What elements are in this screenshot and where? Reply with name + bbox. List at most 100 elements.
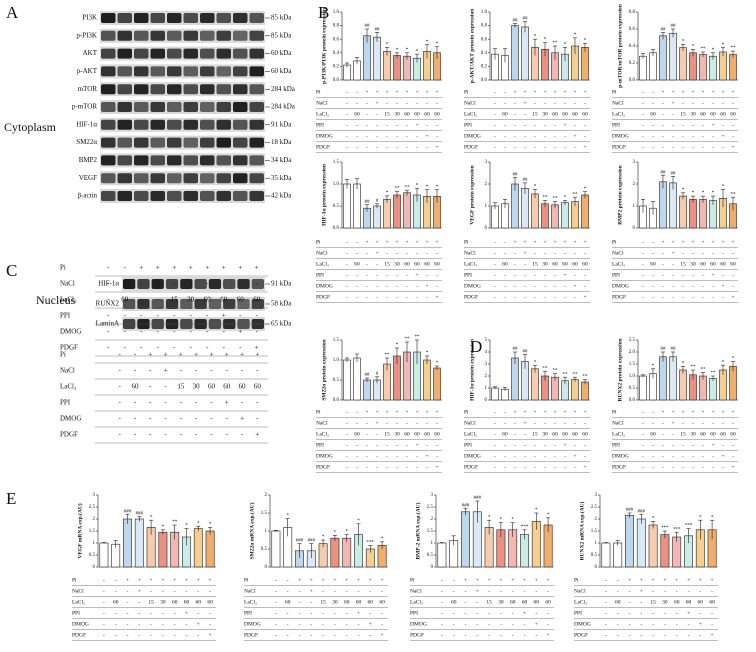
- significance: *: [500, 518, 503, 523]
- condition-label: NaCl: [60, 280, 75, 288]
- bar: [343, 64, 351, 81]
- condition-cell: -: [436, 250, 438, 256]
- condition-cell: -: [124, 280, 127, 288]
- condition-cell: +: [255, 264, 259, 272]
- condition-cell: -: [712, 453, 714, 459]
- blot-band: [200, 137, 215, 148]
- condition-cell: -: [554, 442, 556, 448]
- condition-cell: -: [416, 133, 418, 139]
- condition-cell: -: [652, 133, 654, 139]
- blot-band: [200, 155, 215, 166]
- y-axis-label: HIF-1α protein expression: [321, 164, 327, 226]
- condition-cell: -: [426, 464, 428, 470]
- condition-cell: +: [189, 264, 193, 272]
- condition-cell: +: [573, 409, 576, 415]
- condition-cell: -: [416, 464, 418, 470]
- condition-cell: -: [140, 344, 143, 352]
- condition-label: DMOG: [316, 133, 333, 139]
- condition-label: NaCl: [612, 100, 624, 106]
- condition-cell: -: [711, 588, 713, 594]
- condition-cell: -: [514, 261, 516, 267]
- condition-cell: -: [358, 588, 360, 594]
- condition-cell: -: [223, 280, 226, 288]
- bar: [521, 26, 529, 81]
- bar: [669, 356, 677, 401]
- significance: *: [682, 188, 685, 193]
- condition-cell: 60: [572, 431, 578, 437]
- condition-cell: 60: [237, 296, 245, 304]
- condition-cell: -: [465, 599, 467, 605]
- blot-band: [200, 102, 215, 112]
- condition-cell: +: [225, 399, 229, 407]
- significance: #: [376, 372, 379, 377]
- condition-cell: -: [162, 610, 164, 616]
- condition-cell: -: [488, 632, 490, 638]
- significance: *: [436, 42, 439, 47]
- condition-cell: 30: [498, 599, 504, 605]
- condition-cell: -: [346, 250, 348, 256]
- y-tick-label: 3: [485, 362, 488, 367]
- bar: [363, 379, 371, 401]
- condition-cell: -: [134, 415, 137, 423]
- condition-cell: -: [239, 280, 242, 288]
- condition-cell: -: [376, 272, 378, 278]
- size-label: 60 kDa: [271, 49, 292, 57]
- condition-cell: -: [564, 250, 566, 256]
- y-tick-label: 0: [595, 565, 598, 570]
- condition-cell: -: [688, 632, 690, 638]
- y-tick-label: 1.0: [333, 182, 340, 187]
- condition-cell: -: [652, 122, 654, 128]
- blot-band: [233, 137, 248, 148]
- condition-cell: -: [662, 272, 664, 278]
- condition-cell: -: [118, 367, 121, 375]
- condition-cell: +: [731, 144, 734, 150]
- condition-cell: -: [346, 283, 348, 289]
- bar: [613, 542, 623, 568]
- condition-cell: -: [652, 610, 654, 616]
- condition-cell: -: [494, 89, 496, 95]
- condition-cell: -: [275, 632, 277, 638]
- condition-cell: -: [157, 296, 160, 304]
- condition-cell: -: [275, 588, 277, 594]
- y-tick-label: 1.5: [427, 529, 434, 534]
- condition-cell: -: [416, 144, 418, 150]
- condition-cell: -: [699, 632, 701, 638]
- condition-cell: +: [164, 351, 168, 359]
- condition-cell: -: [692, 453, 694, 459]
- significance: **: [573, 372, 579, 377]
- condition-cell: 60: [582, 431, 588, 437]
- condition-cell: 60: [502, 261, 508, 267]
- condition-cell: -: [127, 610, 129, 616]
- significance: **: [583, 375, 589, 380]
- condition-cell: +: [553, 89, 556, 95]
- condition-cell: -: [617, 610, 619, 616]
- blot-band: [167, 191, 182, 201]
- condition-cell: -: [164, 431, 167, 439]
- condition-cell: 15: [680, 261, 686, 267]
- condition-cell: +: [675, 577, 678, 583]
- condition-label: PPI: [316, 122, 324, 128]
- protein-label: VEGF: [79, 174, 97, 182]
- condition-cell: -: [534, 453, 536, 459]
- condition-cell: -: [465, 588, 467, 594]
- condition-cell: -: [118, 383, 121, 391]
- y-tick-label: 0.0: [333, 398, 340, 403]
- condition-label: DMOG: [316, 453, 333, 459]
- condition-cell: -: [356, 442, 358, 448]
- condition-cell: -: [640, 610, 642, 616]
- condition-cell: -: [544, 133, 546, 139]
- blot-band: [183, 191, 198, 201]
- blot-band: [200, 173, 215, 184]
- y-tick-label: 1.0: [333, 10, 340, 15]
- condition-cell: +: [711, 409, 714, 415]
- condition-cell: +: [425, 89, 428, 95]
- condition-cell: -: [544, 283, 546, 289]
- condition-cell: 30: [394, 431, 400, 437]
- condition-cell: -: [652, 621, 654, 627]
- condition-cell: +: [699, 621, 702, 627]
- condition-cell: -: [664, 610, 666, 616]
- condition-cell: -: [682, 294, 684, 300]
- significance: ##: [661, 28, 667, 33]
- bar: [99, 542, 109, 568]
- condition-cell: -: [494, 133, 496, 139]
